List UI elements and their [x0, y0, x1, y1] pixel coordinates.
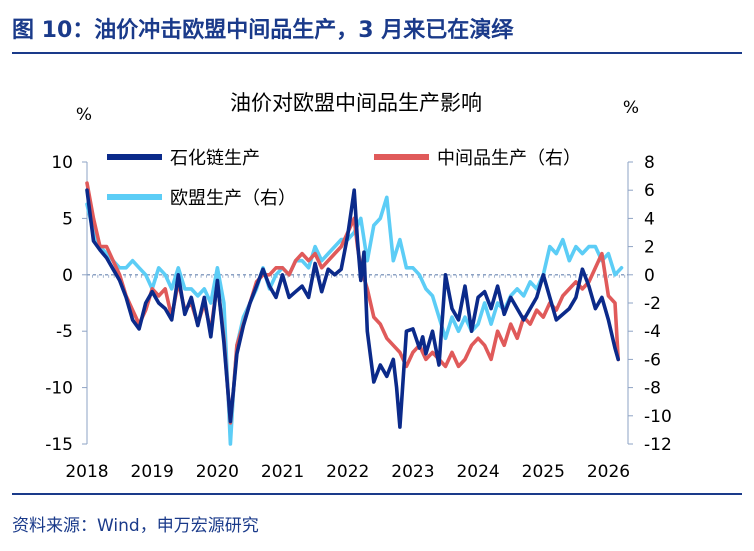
legend-label-intermediate: 中间品生产（右） — [437, 148, 581, 169]
right-tick-label: 8 — [644, 153, 655, 173]
title-rule — [12, 52, 742, 54]
x-tick-label: 2025 — [522, 462, 565, 482]
right-unit: % — [623, 98, 639, 118]
series-line-petrochem — [85, 188, 621, 429]
x-tick-label: 2023 — [391, 462, 434, 482]
left-unit: % — [76, 105, 92, 125]
right-tick-label: -4 — [644, 322, 661, 342]
right-tick-label: -10 — [644, 407, 672, 427]
legend-label-eu-production: 欧盟生产（右） — [170, 188, 296, 209]
chart: 油价对欧盟中间品生产影响 % % 10 5 0 -5 -10 -15 8 6 4 2 0 -2 -4 -6… — [45, 91, 672, 482]
series-line-eu-production — [85, 195, 624, 446]
figure-title: 图 10：油价冲击欧盟中间品生产，3 月来已在演绎 — [12, 18, 514, 43]
x-tick-label: 2018 — [65, 462, 108, 482]
right-tick-label: 6 — [644, 181, 655, 201]
source-rule — [12, 493, 742, 495]
x-tick-label: 2026 — [587, 462, 630, 482]
right-tick-label: 0 — [644, 266, 655, 286]
series-line-intermediate — [85, 181, 621, 425]
left-tick-label: 5 — [62, 209, 73, 229]
series-layer — [85, 181, 624, 446]
right-tick-label: -8 — [644, 379, 661, 399]
axes: 10 5 0 -5 -10 -15 8 6 4 2 0 -2 -4 -6 -8 -10 -12 2018 2019 2… — [45, 153, 672, 482]
left-tick-label: -5 — [56, 322, 73, 342]
legend: 石化链生产 中间品生产（右） 欧盟生产（右） — [107, 148, 581, 209]
chart-title: 油价对欧盟中间品生产影响 — [230, 91, 482, 115]
x-tick-label: 2020 — [196, 462, 239, 482]
left-tick-label: -15 — [45, 435, 73, 455]
left-tick-label: 10 — [51, 153, 73, 173]
right-tick-label: 2 — [644, 238, 655, 258]
x-tick-label: 2019 — [131, 462, 174, 482]
left-tick-label: 0 — [62, 266, 73, 286]
source-note: 资料来源：Wind，申万宏源研究 — [12, 516, 259, 536]
right-tick-label: -12 — [644, 435, 672, 455]
x-tick-label: 2022 — [326, 462, 369, 482]
right-tick-label: 4 — [644, 209, 655, 229]
right-tick-label: -2 — [644, 294, 661, 314]
x-tick-label: 2021 — [261, 462, 304, 482]
legend-label-petrochem: 石化链生产 — [170, 148, 260, 169]
right-tick-label: -6 — [644, 350, 661, 370]
left-tick-label: -10 — [45, 379, 73, 399]
x-tick-label: 2024 — [456, 462, 499, 482]
